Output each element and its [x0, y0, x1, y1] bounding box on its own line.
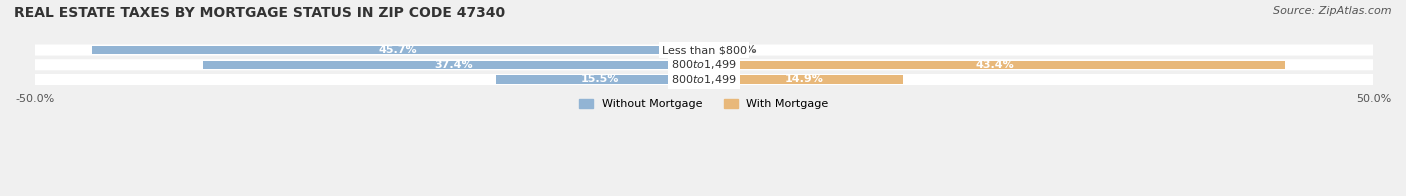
- Bar: [704, 61, 1285, 69]
- Bar: [496, 75, 704, 83]
- Text: 15.5%: 15.5%: [581, 74, 620, 84]
- FancyBboxPatch shape: [34, 44, 1374, 56]
- Bar: [93, 46, 704, 54]
- Text: 43.4%: 43.4%: [976, 60, 1014, 70]
- Text: $800 to $1,499: $800 to $1,499: [671, 73, 737, 86]
- Text: 0.56%: 0.56%: [718, 45, 756, 55]
- FancyBboxPatch shape: [34, 74, 1374, 85]
- Text: 14.9%: 14.9%: [785, 74, 823, 84]
- FancyBboxPatch shape: [34, 59, 1374, 70]
- Text: 37.4%: 37.4%: [434, 60, 472, 70]
- Bar: [704, 46, 711, 54]
- Text: Less than $800: Less than $800: [661, 45, 747, 55]
- Bar: [204, 61, 704, 69]
- Text: 45.7%: 45.7%: [378, 45, 418, 55]
- Text: Source: ZipAtlas.com: Source: ZipAtlas.com: [1274, 6, 1392, 16]
- Text: REAL ESTATE TAXES BY MORTGAGE STATUS IN ZIP CODE 47340: REAL ESTATE TAXES BY MORTGAGE STATUS IN …: [14, 6, 505, 20]
- Text: $800 to $1,499: $800 to $1,499: [671, 58, 737, 71]
- Bar: [704, 75, 904, 83]
- Legend: Without Mortgage, With Mortgage: Without Mortgage, With Mortgage: [575, 95, 834, 114]
